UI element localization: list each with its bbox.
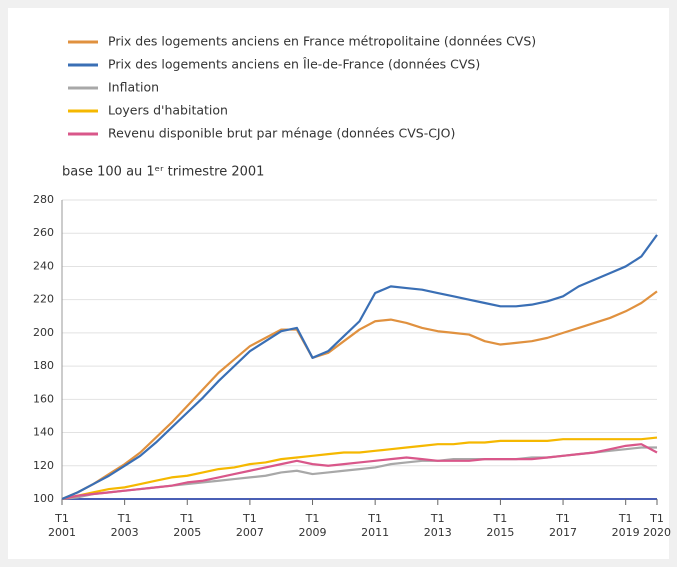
- y-tick-label: 200: [33, 326, 54, 339]
- x-tick-label: T1 2015: [486, 512, 514, 539]
- x-tick-label-line: 2009: [299, 526, 327, 539]
- x-tick-label: T1 2005: [173, 512, 201, 539]
- x-tick-label-line: T1: [117, 512, 132, 525]
- x-tick-label-line: T1: [555, 512, 570, 525]
- x-tick-label-line: T1: [367, 512, 382, 525]
- x-tick-label: T1 2009: [299, 512, 327, 539]
- x-tick-label-line: 2011: [361, 526, 389, 539]
- x-tick-label-line: T1: [618, 512, 633, 525]
- y-tick-label: 100: [33, 492, 54, 505]
- y-tick-label: 120: [33, 459, 54, 472]
- y-tick-label: 280: [33, 193, 54, 206]
- y-tick-label: 180: [33, 359, 54, 372]
- y-tick-label: 160: [33, 392, 54, 405]
- x-tick-label: T1 2020: [643, 512, 671, 539]
- x-tick-label-line: 2017: [549, 526, 577, 539]
- subtitle: base 100 au 1ᵉʳ trimestre 2001: [62, 165, 264, 180]
- x-tick-label: T1 2007: [236, 512, 264, 539]
- x-tick-label-line: 2020: [643, 526, 671, 539]
- x-tick-label-line: 2015: [486, 526, 514, 539]
- x-tick-label-line: T1: [649, 512, 664, 525]
- legend-label: Loyers d'habitation: [108, 103, 228, 118]
- x-tick-label-line: T1: [305, 512, 320, 525]
- series-line: [61, 290, 658, 501]
- legend-label: Prix des logements anciens en Île-de-Fra…: [108, 57, 480, 72]
- y-tick-label: 240: [33, 259, 54, 272]
- x-tick-label: T1 2013: [424, 512, 452, 539]
- x-tick-label-line: T1: [493, 512, 508, 525]
- legend-label: Prix des logements anciens en France mét…: [108, 34, 536, 49]
- series-line: [61, 436, 658, 501]
- x-tick-label-line: 2013: [424, 526, 452, 539]
- legend-label: Inflation: [108, 80, 159, 95]
- series-line: [61, 234, 658, 501]
- x-tick-label-line: T1: [242, 512, 257, 525]
- x-tick-label-line: T1: [54, 512, 69, 525]
- y-tick-label: 260: [33, 226, 54, 239]
- x-tick-label-line: 2007: [236, 526, 264, 539]
- x-tick-label-line: T1: [430, 512, 445, 525]
- series-line: [61, 443, 658, 501]
- x-tick-label: T1 2003: [111, 512, 139, 539]
- x-tick-label-line: 2001: [48, 526, 76, 539]
- y-tick-label: 220: [33, 293, 54, 306]
- x-tick-label: T1 2019: [612, 512, 640, 539]
- x-tick-label-line: T1: [179, 512, 194, 525]
- x-tick-label: T1 2011: [361, 512, 389, 539]
- x-tick-label-line: 2003: [111, 526, 139, 539]
- legend-label: Revenu disponible brut par ménage (donné…: [108, 126, 455, 141]
- x-tick-label-line: 2005: [173, 526, 201, 539]
- x-tick-label-line: 2019: [612, 526, 640, 539]
- y-tick-label: 140: [33, 426, 54, 439]
- x-tick-label: T1 2017: [549, 512, 577, 539]
- x-tick-label: T1 2001: [48, 512, 76, 539]
